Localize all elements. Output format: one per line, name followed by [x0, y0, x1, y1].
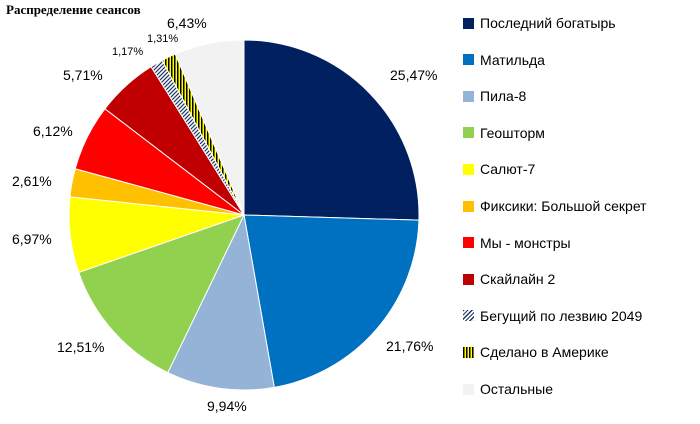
legend-swatch [463, 54, 474, 66]
legend-item: Последний богатырь [463, 12, 616, 34]
slice-value-label: 6,12% [33, 123, 73, 139]
legend-item: Мы - монстры [463, 232, 571, 254]
slice-value-label: 12,51% [57, 339, 104, 355]
slice-value-label: 6,97% [12, 231, 52, 247]
legend-item: Геошторм [463, 122, 545, 144]
legend-label: Пила-8 [480, 88, 527, 105]
legend-item: Бегущий по лезвию 2049 [463, 305, 642, 327]
legend-label: Скайлайн 2 [480, 271, 556, 288]
slice-value-label: 2,61% [12, 173, 52, 189]
legend-item: Фиксики: Большой секрет [463, 195, 647, 217]
slice-value-label: 1,31% [147, 33, 178, 45]
legend-label: Мы - монстры [480, 234, 571, 251]
legend-swatch [463, 163, 474, 175]
pie-slice [167, 213, 275, 391]
legend-label: Остальные [480, 381, 553, 397]
legend-label: Последний богатырь [480, 15, 616, 31]
legend-swatch [463, 310, 474, 322]
pie-slice [243, 214, 420, 388]
legend-label: Геошторм [480, 124, 545, 141]
legend-item: Пила-8 [463, 85, 526, 107]
slice-value-label: 6,43% [167, 15, 207, 31]
legend-swatch [463, 17, 474, 29]
slice-value-label: 5,71% [63, 67, 103, 83]
pie-slice [243, 39, 420, 221]
legend-item: Салют-7 [463, 158, 535, 180]
legend-item: Скайлайн 2 [463, 268, 555, 290]
legend-swatch [463, 273, 474, 285]
pie-slice [174, 39, 245, 216]
slice-value-label: 21,76% [386, 338, 433, 354]
legend-swatch [463, 200, 474, 212]
legend-swatch [463, 127, 474, 139]
legend-item: Матильда [463, 49, 545, 71]
legend-label: Матильда [480, 51, 545, 68]
legend-swatch [463, 346, 474, 358]
legend-swatch [463, 237, 474, 249]
legend-label: Сделано в Америке [480, 344, 609, 361]
slice-value-label: 1,17% [112, 46, 143, 58]
legend-label: Бегущий по лезвию 2049 [480, 307, 643, 324]
pie-slice [78, 214, 245, 374]
slice-value-label: 25,47% [390, 67, 437, 83]
legend-label: Салют-7 [480, 161, 536, 178]
legend-label: Фиксики: Большой секрет [480, 198, 647, 214]
legend-swatch [463, 383, 474, 395]
legend-item: Остальные [463, 378, 553, 400]
slice-value-label: 9,94% [207, 398, 247, 414]
pie-chart: 25,47% 21,76% 9,94% 12,51% 6,97% 2,61% 6,12% 5,… [12, 15, 437, 414]
legend-swatch [463, 90, 474, 102]
legend-item: Сделано в Америке [463, 341, 609, 363]
chart-title: Распределение сеансов [6, 2, 141, 17]
